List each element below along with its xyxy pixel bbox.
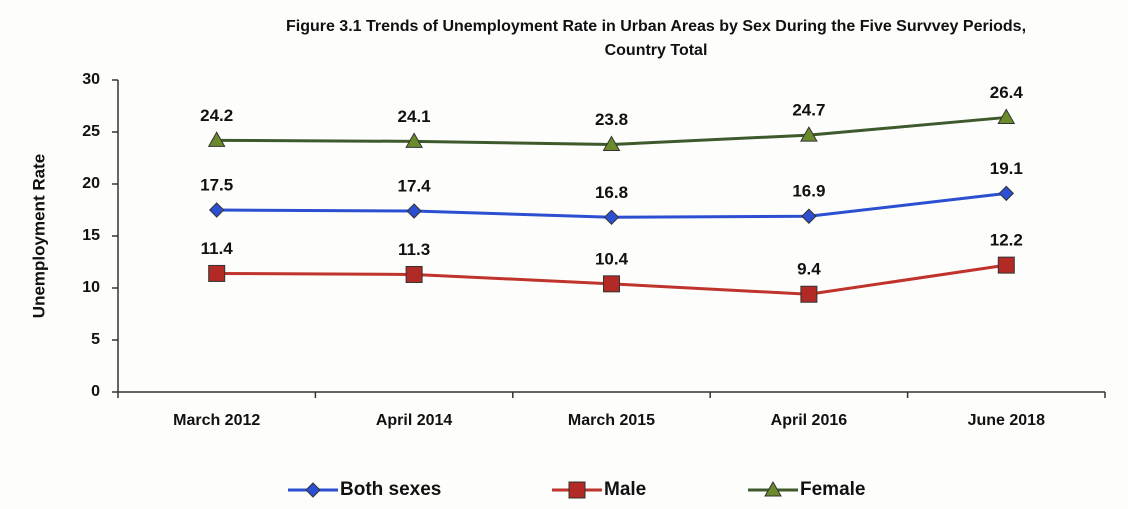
data-label: 17.4 [398, 177, 432, 196]
y-tick-label: 20 [82, 175, 100, 192]
marker [998, 185, 1015, 202]
y-tick-label: 0 [91, 383, 100, 400]
x-tick-label: June 2018 [968, 412, 1045, 429]
chart-title: Figure 3.1 Trends of Unemployment Rate i… [286, 18, 1026, 35]
data-label: 26.4 [990, 83, 1024, 102]
legend-marker [764, 480, 782, 497]
legend-label: Female [800, 479, 865, 500]
data-label: 24.7 [792, 101, 825, 120]
marker [603, 209, 620, 225]
data-label: 12.2 [990, 231, 1023, 250]
data-label: 16.9 [792, 182, 825, 201]
y-tick-label: 10 [82, 279, 100, 296]
y-tick-label: 15 [82, 227, 100, 244]
x-tick-label: March 2015 [568, 412, 655, 429]
marker [800, 126, 818, 142]
marker [800, 285, 818, 303]
data-label: 23.8 [595, 110, 628, 129]
marker [405, 265, 423, 283]
marker [603, 275, 620, 293]
marker [602, 135, 621, 151]
data-label: 11.4 [201, 239, 234, 258]
x-tick-label: March 2012 [173, 412, 260, 429]
data-label: 9.4 [797, 260, 821, 279]
marker [208, 202, 225, 218]
data-label: 24.2 [200, 106, 233, 125]
y-tick-label: 30 [82, 71, 100, 88]
marker [405, 132, 423, 148]
marker [997, 108, 1016, 124]
legend-label: Male [604, 479, 646, 500]
data-label: 10.4 [595, 249, 629, 268]
marker [801, 208, 817, 224]
marker [406, 203, 422, 219]
x-tick-label: April 2014 [376, 412, 453, 429]
y-tick-label: 25 [82, 123, 100, 140]
legend-marker [568, 481, 586, 499]
data-label: 11.3 [398, 240, 430, 259]
data-label: 19.1 [990, 159, 1023, 178]
data-label: 17.5 [200, 175, 233, 194]
marker [207, 131, 226, 147]
data-label: 24.1 [398, 107, 431, 126]
marker [997, 256, 1015, 274]
legend-marker [305, 482, 321, 498]
y-tick-label: 5 [91, 331, 100, 348]
y-axis-label: Unemployment Rate [29, 154, 48, 318]
x-tick-label: April 2016 [771, 412, 848, 429]
chart-title: Country Total [605, 42, 708, 59]
legend-label: Both sexes [340, 479, 441, 500]
marker [208, 264, 226, 282]
data-label: 16.8 [595, 183, 628, 202]
